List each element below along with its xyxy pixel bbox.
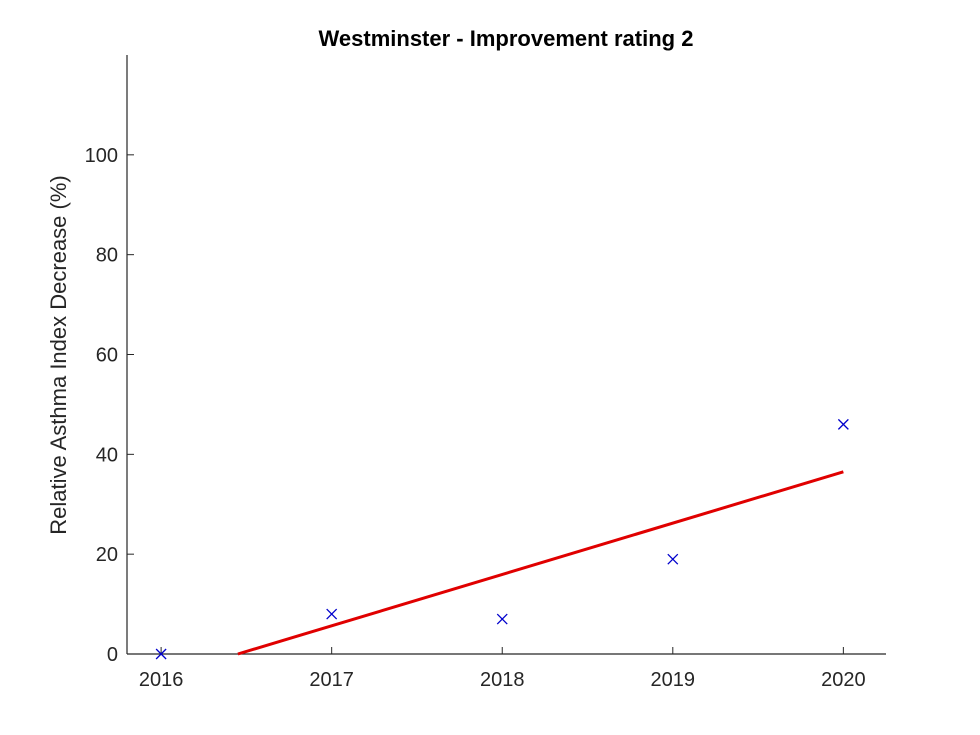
data-point-marker [155,648,167,660]
y-axis-title: Relative Asthma Index Decrease (%) [46,175,71,535]
trend-line [237,470,844,656]
axes [126,55,886,655]
marker-stroke [155,648,167,660]
y-tick-label: 20 [96,544,118,566]
series-layer [155,418,849,660]
x-tick-label: 2018 [480,669,525,691]
y-tick-label: 60 [96,345,118,367]
data-point-marker [326,608,338,620]
chart-title: Westminster - Improvement rating 2 [319,26,694,51]
marker-stroke [837,418,849,430]
x-tick-label: 2017 [309,669,354,691]
x-tick-label: 2019 [651,669,696,691]
x-ticks: 2016 2017 2018 2019 2020 [139,647,866,691]
data-point-marker [667,553,679,565]
marker-stroke [326,608,338,620]
data-point-marker [837,418,849,430]
x-tick-label: 2016 [139,669,184,691]
marker-stroke [667,553,679,565]
data-point-marker [496,613,508,625]
y-tick-label: 80 [96,245,118,267]
marker-stroke [496,613,508,625]
y-tick-label: 100 [85,145,118,167]
x-tick-label: 2020 [821,669,866,691]
y-ticks: 0 20 40 60 80 100 [85,145,134,666]
y-tick-label: 0 [107,644,118,666]
y-tick-label: 40 [96,444,118,466]
